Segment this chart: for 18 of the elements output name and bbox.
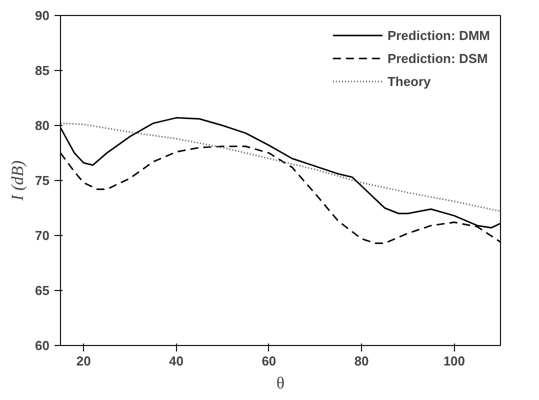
legend-label: Prediction: DSM	[387, 50, 488, 66]
y-tick-label: 75	[35, 173, 50, 188]
line-series	[60, 122, 500, 212]
y-tick-label: 90	[35, 8, 50, 23]
legend-label: Theory	[387, 74, 431, 88]
x-tick-label: 40	[169, 354, 184, 368]
y-tick-label: 60	[35, 338, 50, 353]
y-tick-label: 70	[35, 228, 50, 243]
x-tick-label: 80	[354, 354, 369, 368]
x-tick-label: 20	[76, 354, 91, 368]
y-axis-title: I (dB)	[8, 160, 28, 202]
y-tick-label: 80	[35, 118, 50, 133]
legend-label: Prediction: DMM	[387, 28, 490, 42]
x-axis-title: θ	[276, 374, 285, 392]
x-tick-label: 100	[443, 354, 466, 368]
x-tick-label: 60	[262, 354, 276, 368]
y-tick-label: 65	[35, 283, 50, 298]
y-tick-label: 85	[35, 63, 50, 78]
